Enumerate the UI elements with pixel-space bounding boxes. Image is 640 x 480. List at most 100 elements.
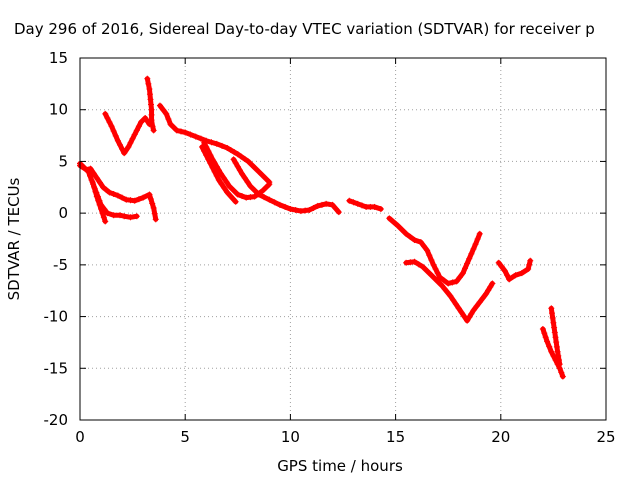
- data-point: [201, 148, 208, 155]
- data-point: [127, 214, 134, 221]
- data-point: [468, 250, 475, 257]
- y-tick-label: -20: [44, 411, 69, 429]
- data-point: [436, 274, 443, 281]
- data-trace: [231, 156, 342, 215]
- data-point: [100, 184, 107, 191]
- data-point: [230, 156, 237, 163]
- data-point: [403, 230, 410, 237]
- data-point: [231, 149, 238, 156]
- data-point: [287, 206, 294, 213]
- data-point: [119, 146, 126, 153]
- data-point: [99, 210, 106, 217]
- data-point: [106, 189, 113, 196]
- data-points: [77, 75, 566, 380]
- data-point: [215, 177, 222, 184]
- data-point: [146, 91, 153, 98]
- data-point: [464, 317, 471, 324]
- data-point: [314, 202, 321, 209]
- data-point: [430, 261, 437, 268]
- data-point: [114, 137, 121, 144]
- data-point: [197, 135, 204, 142]
- data-point: [541, 330, 548, 337]
- data-series: [386, 215, 483, 286]
- data-point: [89, 179, 96, 186]
- data-point: [310, 204, 317, 211]
- data-point: [518, 270, 525, 277]
- data-point: [218, 181, 225, 188]
- data-point: [230, 187, 237, 194]
- data-point: [552, 334, 559, 341]
- plot-frame: [79, 57, 607, 421]
- data-point: [461, 313, 468, 320]
- data-series: [231, 156, 342, 215]
- data-point: [248, 161, 255, 168]
- data-point: [468, 310, 475, 317]
- data-point: [220, 174, 227, 181]
- data-point: [146, 86, 153, 93]
- y-tick-label: 0: [58, 204, 68, 222]
- data-point: [332, 205, 339, 212]
- data-point: [211, 168, 218, 175]
- data-point: [110, 128, 117, 135]
- data-point: [167, 121, 174, 128]
- data-point: [350, 199, 357, 206]
- data-point: [232, 198, 239, 205]
- data-point: [506, 276, 513, 283]
- data-point: [302, 207, 309, 214]
- data-point: [150, 127, 157, 134]
- data-trace: [496, 258, 533, 282]
- data-point: [548, 348, 555, 355]
- data-point: [459, 270, 466, 277]
- data-point: [199, 143, 206, 150]
- grid-lines: [80, 58, 606, 420]
- data-point: [86, 172, 93, 179]
- data-point: [445, 280, 452, 287]
- data-point: [133, 213, 140, 220]
- data-point: [127, 197, 134, 204]
- data-point: [114, 192, 121, 199]
- data-point: [473, 303, 480, 310]
- data-point: [148, 106, 155, 113]
- data-point: [241, 174, 248, 181]
- data-point: [424, 268, 431, 275]
- x-axis-ticks: 0 5 10 15 20 25: [75, 58, 616, 446]
- data-point: [226, 183, 233, 190]
- data-point: [259, 172, 266, 179]
- x-tick-label: 20: [491, 428, 510, 446]
- data-point: [526, 261, 533, 268]
- data-point: [148, 117, 155, 124]
- data-point: [485, 287, 492, 294]
- data-point: [498, 263, 505, 270]
- data-point: [476, 230, 483, 237]
- data-point: [306, 207, 313, 214]
- data-point: [102, 110, 109, 117]
- data-point: [116, 212, 123, 219]
- data-point: [470, 307, 477, 314]
- data-point: [255, 191, 262, 198]
- data-point: [160, 106, 167, 113]
- data-point: [323, 200, 330, 207]
- data-point: [227, 147, 234, 154]
- data-point: [487, 283, 494, 290]
- data-point: [91, 183, 98, 190]
- y-axis-label: SDTVAR / TECUs: [5, 177, 23, 300]
- data-point: [426, 252, 433, 259]
- data-point: [554, 348, 561, 355]
- data-point: [95, 197, 102, 204]
- data-point: [135, 196, 142, 203]
- data-point: [201, 139, 208, 146]
- x-tick-label: 25: [596, 428, 615, 446]
- data-point: [238, 153, 245, 160]
- data-point: [555, 352, 562, 359]
- data-point: [266, 196, 273, 203]
- data-point: [125, 143, 132, 150]
- data-point: [553, 343, 560, 350]
- data-point: [203, 152, 210, 159]
- data-point: [466, 314, 473, 321]
- data-point: [434, 270, 441, 277]
- data-point: [205, 156, 212, 163]
- data-point: [282, 203, 289, 210]
- data-point: [247, 194, 254, 201]
- data-point: [544, 338, 551, 345]
- data-point: [108, 123, 115, 130]
